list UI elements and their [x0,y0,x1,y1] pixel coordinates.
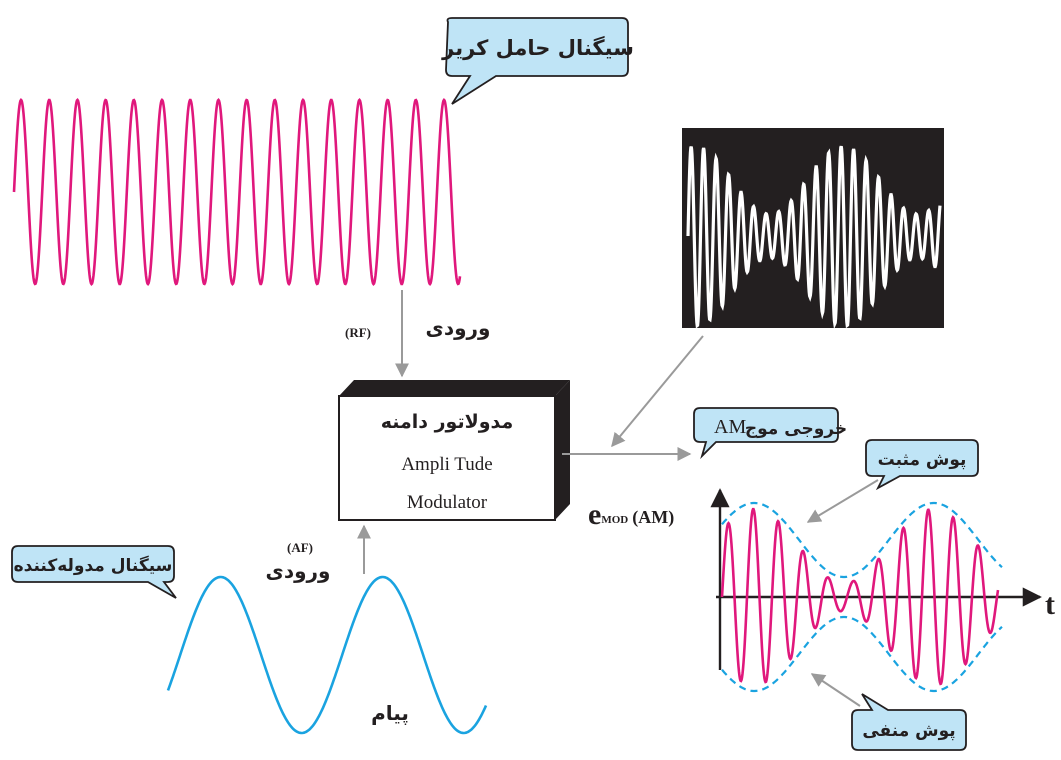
rf-tag: (RF) [345,325,371,340]
negative-envelope-arrow [810,673,861,707]
positive-envelope [721,501,1003,579]
oscilloscope-display [682,128,944,330]
carrier-label: سیگنال حامل کریر [441,35,634,60]
positive-envelope-label: پوش مثبت [878,450,967,470]
y-axis-label: eMOD (AM) [588,498,674,531]
modulator-block: مدولاتور دامنه Ampli Tude Modulator [338,380,570,521]
modulator-persian-label: مدولاتور دامنه [381,411,514,433]
positive-envelope-arrow [806,479,879,523]
output-callout: AM خروجی موج [693,407,847,460]
modulating-label: سیگنال مدوله‌کننده [14,555,173,576]
modulator-english-line1: Ampli Tude [401,454,492,475]
am-modulated-wave [720,507,1000,686]
positive-envelope-callout: پوش مثبت [865,439,979,491]
output-am-label: AM [714,416,746,438]
af-tag: (AF) [287,540,313,555]
rf-input-label: ورودی [426,316,491,340]
negative-envelope [721,615,1003,693]
message-wave [166,575,488,735]
output-label: خروجی موج [745,419,847,439]
message-label: پیام [371,701,409,726]
carrier-callout: سیگنال حامل کریر [441,17,634,105]
af-input-label: ورودی [266,559,331,583]
t-axis-label: t [1045,588,1055,621]
modulating-callout: سیگنال مدوله‌کننده [11,545,177,599]
carrier-wave [12,97,462,287]
scope-pointer-arrow [611,335,704,448]
modulator-english-line2: Modulator [407,492,488,513]
negative-envelope-label: پوش منفی [862,721,955,741]
negative-envelope-callout: پوش منفی [851,693,967,751]
